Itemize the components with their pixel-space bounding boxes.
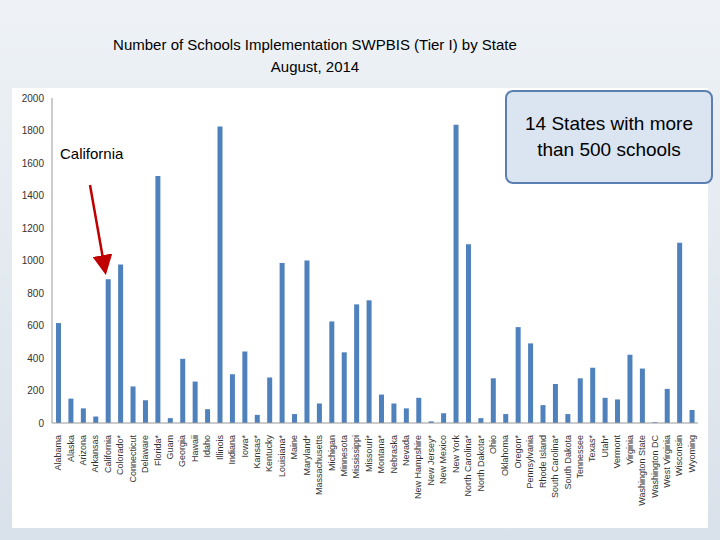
svg-text:Texas*: Texas* bbox=[587, 435, 597, 463]
svg-text:Maryland*: Maryland* bbox=[302, 435, 312, 476]
svg-text:600: 600 bbox=[27, 320, 44, 331]
svg-text:Mississippi: Mississippi bbox=[351, 435, 361, 479]
svg-text:Arizona: Arizona bbox=[78, 435, 88, 466]
svg-text:Oregon*: Oregon* bbox=[513, 435, 523, 469]
svg-text:Idaho: Idaho bbox=[202, 435, 212, 458]
svg-text:Wyoming: Wyoming bbox=[687, 435, 697, 472]
svg-text:Montana*: Montana* bbox=[376, 435, 386, 474]
svg-text:Iowa*: Iowa* bbox=[240, 435, 250, 458]
svg-text:Florida*: Florida* bbox=[153, 435, 163, 467]
svg-text:Hawaii: Hawaii bbox=[190, 435, 200, 462]
svg-text:Utah*: Utah* bbox=[600, 435, 610, 458]
svg-text:Maine: Maine bbox=[289, 435, 299, 460]
svg-text:Michigan: Michigan bbox=[327, 435, 337, 471]
svg-text:South Dakota: South Dakota bbox=[563, 435, 573, 490]
svg-text:Washington State: Washington State bbox=[637, 435, 647, 506]
svg-text:Arkansas: Arkansas bbox=[90, 435, 100, 473]
html-text:California: California bbox=[60, 145, 124, 162]
svg-text:Minnesota: Minnesota bbox=[339, 435, 349, 477]
svg-text:New Hampshire: New Hampshire bbox=[413, 435, 423, 499]
svg-text:1600: 1600 bbox=[22, 158, 45, 169]
svg-text:New York: New York bbox=[451, 435, 461, 474]
svg-text:200: 200 bbox=[27, 385, 44, 396]
svg-text:Alaska: Alaska bbox=[66, 435, 76, 462]
svg-text:Connecticut: Connecticut bbox=[128, 435, 138, 483]
svg-text:800: 800 bbox=[27, 288, 44, 299]
svg-text:Illinois: Illinois bbox=[215, 435, 225, 461]
svg-text:Nebraska: Nebraska bbox=[389, 435, 399, 474]
html-text:August, 2014: August, 2014 bbox=[270, 58, 360, 75]
html-text:14 States with more than 500 s: 14 States with more than 500 schools bbox=[525, 113, 693, 160]
svg-text:Oklahoma: Oklahoma bbox=[500, 435, 510, 476]
svg-text:Indiana: Indiana bbox=[227, 435, 237, 465]
svg-text:Guam: Guam bbox=[165, 435, 175, 460]
svg-text:Georgia: Georgia bbox=[177, 435, 187, 467]
svg-text:Massachusetts: Massachusetts bbox=[314, 435, 324, 496]
svg-text:California: California bbox=[103, 435, 113, 473]
svg-text:Alabama: Alabama bbox=[53, 435, 63, 471]
svg-text:North Dakota*: North Dakota* bbox=[476, 435, 486, 492]
svg-text:Virginia: Virginia bbox=[625, 435, 635, 465]
svg-text:Ohio: Ohio bbox=[488, 435, 498, 454]
svg-text:Washington DC: Washington DC bbox=[650, 435, 660, 498]
svg-text:1400: 1400 bbox=[22, 190, 45, 201]
html-text:Number of Schools Implementati: Number of Schools Implementation SWPBIS … bbox=[113, 36, 517, 53]
svg-text:South Carolina*: South Carolina* bbox=[550, 435, 560, 499]
svg-text:Louisiana*: Louisiana* bbox=[277, 435, 287, 478]
svg-text:New Jersey*: New Jersey* bbox=[426, 435, 436, 486]
svg-text:Pennsylvania: Pennsylvania bbox=[525, 435, 535, 489]
svg-text:Wisconsin: Wisconsin bbox=[674, 435, 684, 476]
svg-text:West Virginia: West Virginia bbox=[662, 435, 672, 488]
svg-text:Tennessee: Tennessee bbox=[575, 435, 585, 479]
svg-text:400: 400 bbox=[27, 353, 44, 364]
svg-text:Delaware: Delaware bbox=[140, 435, 150, 473]
svg-text:0: 0 bbox=[38, 418, 44, 429]
svg-text:North Carolina*: North Carolina* bbox=[463, 435, 473, 497]
svg-text:Vermont: Vermont bbox=[612, 435, 622, 469]
svg-text:1800: 1800 bbox=[22, 125, 45, 136]
svg-text:Nevada: Nevada bbox=[401, 435, 411, 466]
svg-text:Missouri*: Missouri* bbox=[364, 435, 374, 473]
svg-text:Kansas*: Kansas* bbox=[252, 435, 262, 469]
svg-text:New Mexico: New Mexico bbox=[438, 435, 448, 484]
svg-text:Colorado*: Colorado* bbox=[115, 435, 125, 476]
svg-text:Kentucky: Kentucky bbox=[264, 435, 274, 473]
svg-text:1000: 1000 bbox=[22, 255, 45, 266]
svg-text:2000: 2000 bbox=[22, 93, 45, 104]
svg-text:1200: 1200 bbox=[22, 223, 45, 234]
svg-text:Rhode Island: Rhode Island bbox=[538, 435, 548, 488]
